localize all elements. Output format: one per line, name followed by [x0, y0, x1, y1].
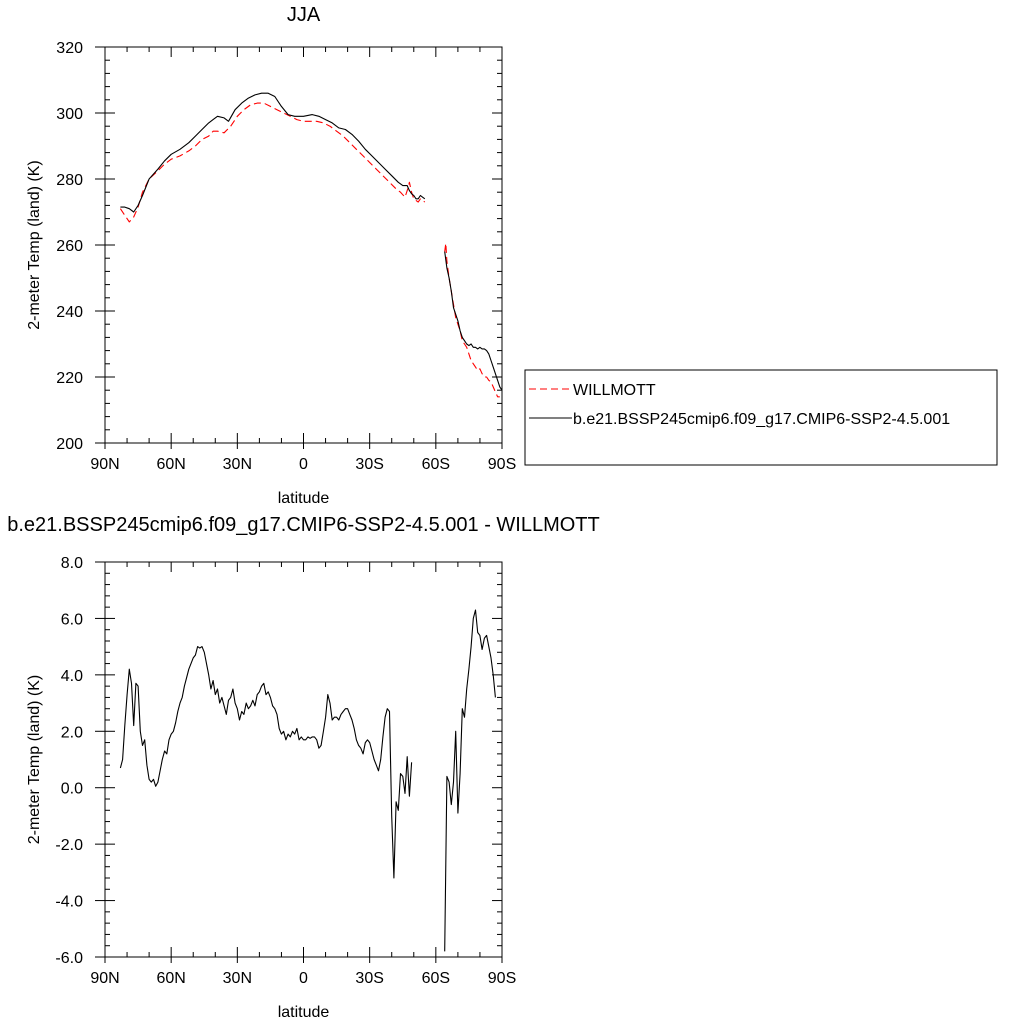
- chart-top: JJA 90N 60N 30N 0 30S 60S 90S 200 220 240 260 280 300…: [26, 4, 998, 507]
- x-tick-label: 30S: [355, 456, 383, 473]
- y-tick-label: 320: [56, 40, 83, 57]
- y-tick-label: -4.0: [55, 894, 83, 911]
- y-tick-label: 4.0: [61, 668, 83, 685]
- y-tick-label: 240: [56, 304, 83, 321]
- plot-frame: [104, 46, 503, 444]
- chart-title: JJA: [287, 4, 321, 26]
- x-axis-label: latitude: [278, 490, 330, 507]
- y-axis-label: 2-meter Temp (land) (K): [26, 675, 43, 845]
- series-line-1: [119, 646, 413, 879]
- series-line-1: [444, 242, 500, 398]
- chart-bottom: b.e21.BSSP245cmip6.f09_g17.CMIP6-SSP2-4.…: [7, 514, 600, 1021]
- y-tick-label: -2.0: [55, 837, 83, 854]
- y-axis-label: 2-meter Temp (land) (K): [26, 160, 43, 330]
- y-tick-label: 220: [56, 370, 83, 387]
- y-tick-label: 280: [56, 172, 83, 189]
- x-tick-label: 60S: [422, 456, 450, 473]
- x-tick-label: 90N: [90, 456, 119, 473]
- y-tick-label: 0.0: [61, 781, 83, 798]
- x-tick-label: 30N: [223, 456, 252, 473]
- y-tick-label: 300: [56, 106, 83, 123]
- x-tick-label: 30N: [223, 970, 252, 987]
- x-tick-label: 0: [299, 456, 308, 473]
- x-tick-label: 60S: [422, 970, 450, 987]
- x-tick-label: 90N: [90, 970, 119, 987]
- x-tick-label: 60N: [156, 970, 185, 987]
- y-tick-label: 2.0: [61, 724, 83, 741]
- legend-label-2: b.e21.BSSP245cmip6.f09_g17.CMIP6-SSP2-4.…: [573, 411, 950, 428]
- x-axis-label: latitude: [278, 1004, 330, 1021]
- series-line-1: [444, 609, 496, 952]
- legend-box: [524, 369, 998, 466]
- x-tick-label: 0: [299, 970, 308, 987]
- x-tick-label: 90S: [488, 456, 516, 473]
- y-tick-label: -6.0: [55, 950, 83, 967]
- series-line-2: [120, 92, 426, 213]
- legend-label-1: WILLMOTT: [573, 382, 656, 399]
- series-line-2: [444, 251, 503, 391]
- legend: WILLMOTT b.e21.BSSP245cmip6.f09_g17.CMIP6…: [524, 369, 998, 466]
- y-tick-label: 200: [56, 436, 83, 453]
- x-tick-label: 90S: [488, 970, 516, 987]
- chart-title: b.e21.BSSP245cmip6.f09_g17.CMIP6-SSP2-4.…: [7, 514, 600, 536]
- series-line-1: [119, 102, 426, 223]
- x-tick-label: 30S: [355, 970, 383, 987]
- x-tick-label: 60N: [156, 456, 185, 473]
- y-tick-label: 6.0: [61, 611, 83, 628]
- y-tick-label: 260: [56, 238, 83, 255]
- y-tick-label: 8.0: [61, 555, 83, 572]
- plot-frame: [104, 561, 503, 958]
